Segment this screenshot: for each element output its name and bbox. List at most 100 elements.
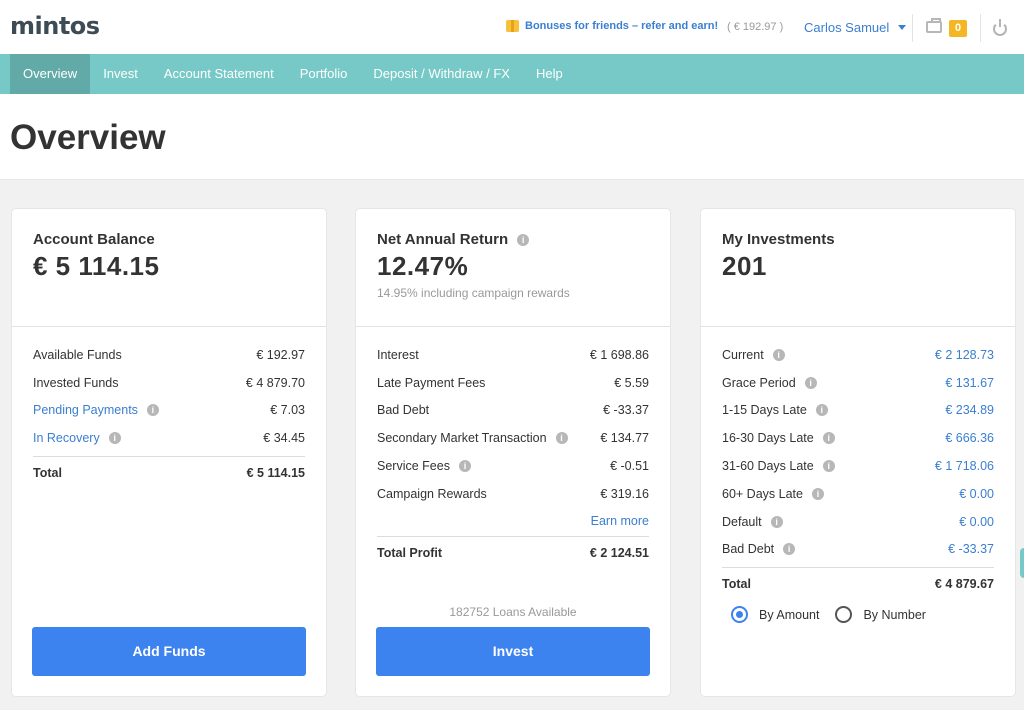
account-balance-value: € 5 114.15 [33,251,160,281]
radio-unselected-icon[interactable] [835,606,853,624]
row-label-group: Grace Period i [722,376,817,390]
card-title: My Investments [722,231,835,248]
row-label-group: Bad Debt i [722,542,796,556]
invest-button[interactable]: Invest [376,627,650,676]
info-icon[interactable]: i [555,432,568,445]
in-recovery-row: In Recovery i [33,431,121,445]
row-value-link[interactable]: € -33.37 [948,542,994,557]
row-label: Service Fees [377,459,450,474]
list-item: 16-30 Days Late i € 666.36 [722,424,994,452]
row-label-group: 60+ Days Late i [722,487,824,501]
briefcase-icon[interactable] [926,18,942,33]
user-menu[interactable]: Carlos Samuel [804,20,907,35]
list-item: In Recovery i € 34.45 [33,424,305,452]
row-value: € 192.97 [256,347,305,362]
list-item: Grace Period i € 131.67 [722,369,994,397]
divider [912,14,913,42]
radio-label: By Amount [759,607,820,622]
card-title: Account Balance [33,231,155,248]
secondary-market-row: Secondary Market Transaction i [377,431,568,445]
nav-invest[interactable]: Invest [103,66,138,81]
info-icon[interactable]: i [146,404,159,417]
investment-rows: Current i € 2 128.73 Grace Period i € 131.… [701,341,1015,600]
row-value-link[interactable]: € 1 718.06 [934,459,994,474]
total-value: € 5 114.15 [246,466,305,481]
info-icon[interactable]: i [822,460,835,473]
row-value: € 4 879.70 [245,375,305,390]
row-value-link[interactable]: € 0.00 [959,486,994,501]
row-label: Invested Funds [33,375,119,390]
row-value-link[interactable]: € 234.89 [945,403,994,418]
row-label: Campaign Rewards [377,486,487,501]
row-value: € 1 698.86 [589,347,649,362]
info-icon[interactable]: i [108,432,121,445]
nav-deposit-withdraw[interactable]: Deposit / Withdraw / FX [373,66,510,81]
row-value-link[interactable]: € 131.67 [945,375,994,390]
nav-portfolio[interactable]: Portfolio [299,66,348,81]
list-item: Bad Debt € -33.37 [377,397,649,425]
card-header: Account Balance € 5 114.15 [12,209,326,327]
list-item: Current i € 2 128.73 [722,341,994,369]
pending-payments-link[interactable]: Pending Payments [33,403,138,418]
row-value-link[interactable]: € 666.36 [945,431,994,446]
logout-power-icon[interactable] [993,19,1007,36]
row-label: Secondary Market Transaction [377,431,547,446]
card-header: My Investments 201 [701,209,1015,327]
divider [377,535,649,537]
total-row: Total Profit € 2 124.51 [377,537,649,569]
add-funds-button[interactable]: Add Funds [32,627,306,676]
info-icon[interactable]: i [770,515,783,528]
bonus-amount: ( € 192.97 ) [727,21,784,33]
list-item: Bad Debt i € -33.37 [722,536,994,564]
chat-widget-tab[interactable] [1020,548,1024,578]
by-number-option[interactable]: By Number [835,606,926,624]
info-icon[interactable]: i [783,543,796,556]
row-value: € 7.03 [270,403,305,418]
row-value: € 319.16 [600,486,649,501]
by-amount-option[interactable]: By Amount [731,606,820,624]
info-icon[interactable]: i [458,460,471,473]
row-label-group: Current i [722,348,785,362]
loans-available: 182752 Loans Available [449,605,577,619]
row-value: € 5.59 [614,375,649,390]
divider [980,14,981,42]
row-label: Late Payment Fees [377,375,486,390]
view-mode-radio-group: By Amount By Number [701,606,1015,624]
info-icon[interactable]: i [815,404,828,417]
return-rows: Interest € 1 698.86 Late Payment Fees € … [356,341,670,569]
service-fees-row: Service Fees i [377,459,471,473]
row-label: 60+ Days Late [722,486,803,501]
card-title-row: Net Annual Return i [377,231,670,248]
earn-more-link[interactable]: Earn more [590,513,649,528]
my-investments-card: My Investments 201 Current i € 2 128.73 G… [700,208,1016,697]
notification-badge[interactable]: 0 [949,20,967,37]
info-icon[interactable]: i [811,487,824,500]
mintos-logo[interactable]: mintos [10,12,100,40]
row-value-link[interactable]: € 0.00 [959,514,994,529]
total-label: Total [33,466,62,481]
total-row: Total € 5 114.15 [33,457,305,489]
nav-help[interactable]: Help [535,66,563,81]
refer-bonus-link[interactable]: Bonuses for friends – refer and earn! [506,20,718,32]
info-icon[interactable]: i [517,233,530,246]
in-recovery-link[interactable]: In Recovery [33,431,100,446]
row-label: 16-30 Days Late [722,431,814,446]
row-label: Interest [377,347,419,362]
top-bar: mintos Bonuses for friends – refer and e… [0,0,1024,54]
balance-rows: Available Funds € 192.97 Invested Funds … [12,341,326,489]
nav-account-statement[interactable]: Account Statement [163,66,274,81]
radio-selected-icon[interactable] [731,606,748,624]
row-label: Bad Debt [377,403,430,418]
card-title: Net Annual Return [377,231,509,248]
row-label-group: Default i [722,515,783,529]
account-balance-card: Account Balance € 5 114.15 Available Fun… [11,208,327,697]
info-icon[interactable]: i [804,376,817,389]
row-value-link[interactable]: € 2 128.73 [934,347,994,362]
net-return-value: 12.47% [377,251,469,281]
info-icon[interactable]: i [822,432,835,445]
row-label: 31-60 Days Late [722,459,814,474]
card-header: Net Annual Return i 12.47% 14.95% includ… [356,209,670,327]
nav-overview[interactable]: Overview [10,54,91,94]
info-icon[interactable]: i [772,348,785,361]
row-label: Grace Period [722,375,796,390]
